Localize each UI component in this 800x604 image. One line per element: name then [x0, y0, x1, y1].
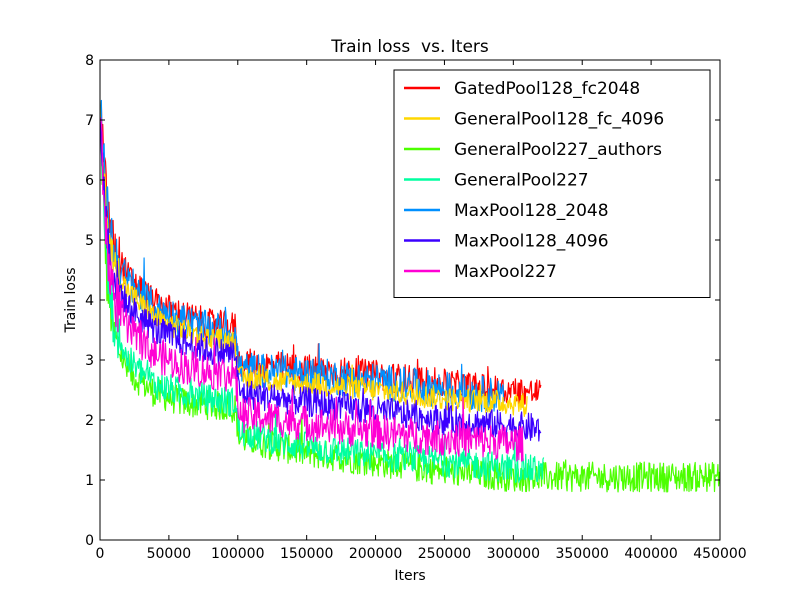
legend-entry-label: GeneralPool227 [454, 171, 589, 191]
legend-entry-label: MaxPool227 [454, 262, 557, 282]
x-tick-label: 400000 [624, 546, 677, 562]
x-tick-label: 0 [96, 546, 105, 562]
legend-entry-label: GatedPool128_fc2048 [454, 79, 640, 99]
x-tick-label: 150000 [280, 546, 333, 562]
series-line-GeneralPool128_fc_4096 [100, 101, 528, 418]
y-tick-label: 6 [85, 173, 94, 189]
series-line-GeneralPool227 [100, 112, 545, 483]
y-tick-label: 2 [85, 413, 94, 429]
series-line-MaxPool128_2048 [100, 99, 505, 413]
y-tick-label: 5 [85, 233, 94, 249]
x-tick-label: 100000 [211, 546, 264, 562]
x-tick-label: 250000 [418, 546, 471, 562]
series-line-MaxPool227 [100, 117, 524, 462]
x-tick-label: 350000 [555, 546, 608, 562]
legend-box [393, 69, 711, 298]
legend-entry-label: MaxPool128_4096 [454, 232, 609, 252]
x-tick-label: 50000 [147, 546, 192, 562]
y-tick-label: 0 [85, 533, 94, 549]
y-axis-label: Train loss [63, 267, 79, 333]
legend-entry-label: GeneralPool128_fc_4096 [454, 110, 664, 130]
legend: GatedPool128_fc2048 GeneralPool128_fc_409… [393, 69, 711, 298]
y-tick-label: 4 [85, 293, 94, 309]
x-tick-label: 200000 [349, 546, 402, 562]
series-layer [100, 99, 720, 493]
x-tick-label: 300000 [487, 546, 540, 562]
ticks-layer: 0 50000 100000 150000 200000 250000 300000 3500… [85, 53, 747, 562]
y-tick-label: 3 [85, 353, 94, 369]
legend-entry-label: MaxPool128_2048 [454, 201, 609, 221]
y-tick-label: 8 [85, 53, 94, 69]
x-axis-label: Iters [394, 568, 425, 584]
chart-title: Train loss vs. Iters [330, 37, 489, 57]
legend-entry-label: GeneralPool227_authors [454, 140, 662, 160]
x-tick-label: 450000 [693, 546, 746, 562]
y-tick-label: 7 [85, 113, 94, 129]
y-tick-label: 1 [85, 473, 94, 489]
